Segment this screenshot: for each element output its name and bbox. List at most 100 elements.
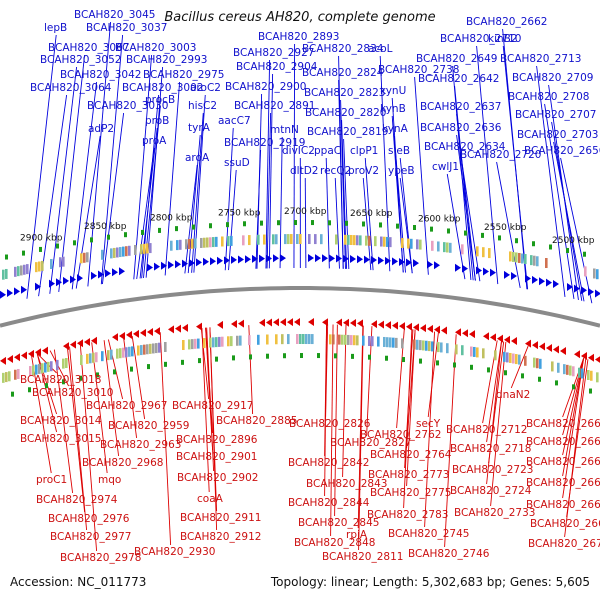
reverse-gene-label-bcah820-2724[interactable]: BCAH820_2724 xyxy=(450,485,532,497)
forward-gene-label-bcah820-2703[interactable]: BCAH820_2703 xyxy=(517,129,598,141)
reverse-gene-label-bcah820-2746[interactable]: BCAH820_2746 xyxy=(408,548,490,560)
reverse-gene-label-bcah820-2917[interactable]: BCAH820_2917 xyxy=(172,400,253,412)
reverse-gene-label-bcah820-2723[interactable]: BCAH820_2723 xyxy=(452,464,533,476)
reverse-gene-label-bcah820-3015[interactable]: BCAH820_3015 xyxy=(20,433,101,445)
reverse-gene-label-bcah820-3010[interactable]: BCAH820_3010 xyxy=(32,387,113,399)
reverse-gene-label-mqo[interactable]: mqo xyxy=(98,474,121,486)
reverse-gene-label-bcah820-2733[interactable]: BCAH820_2733 xyxy=(454,507,535,519)
forward-gene-label-bcah820-2710[interactable]: BCAH820_2710 xyxy=(440,33,521,45)
reverse-gene-label-bcah820-2976[interactable]: BCAH820_2976 xyxy=(48,513,130,525)
reverse-gene-label-bcah820-2902[interactable]: BCAH820_2902 xyxy=(177,472,258,484)
forward-gene-label-cwlj1[interactable]: cwlJ1 xyxy=(432,161,459,173)
reverse-gene-label-bcah820-2671[interactable]: BCAH820_2671 xyxy=(528,538,600,550)
forward-gene-label-bcah820-2707[interactable]: BCAH820_2707 xyxy=(515,109,596,121)
reverse-gene-label-bcah820-2885[interactable]: BCAH820_2885 xyxy=(216,415,297,427)
reverse-gene-label-dnan2[interactable]: dnaN2 xyxy=(496,389,530,401)
forward-gene-label-prob[interactable]: proB xyxy=(145,115,169,127)
forward-gene-label-bcah820-2637[interactable]: BCAH820_2637 xyxy=(420,101,501,113)
reverse-gene-label-bcah820-2669[interactable]: BCAH820_2669 xyxy=(530,518,600,530)
reverse-gene-label-bcah820-2930[interactable]: BCAH820_2930 xyxy=(134,546,215,558)
reverse-gene-label-bcah820-2762[interactable]: BCAH820_2762 xyxy=(360,429,441,441)
forward-gene-label-sleb[interactable]: sleB xyxy=(388,145,410,157)
forward-gene-label-bcah820-2708[interactable]: BCAH820_2708 xyxy=(508,91,589,103)
reverse-gene-label-proc1[interactable]: proC1 xyxy=(36,474,67,486)
reverse-gene-label-bcah820-2848[interactable]: BCAH820_2848 xyxy=(294,537,375,549)
reverse-gene-label-bcah820-2967[interactable]: BCAH820_2967 xyxy=(86,400,167,412)
reverse-gene-label-bcah820-3018[interactable]: BCAH820_3018 xyxy=(20,374,101,386)
forward-gene-label-bcah820-2927[interactable]: BCAH820_2927 xyxy=(233,47,314,59)
forward-gene-label-tyra[interactable]: tyrA xyxy=(188,122,211,134)
reverse-gene-label-bcah820-2843[interactable]: BCAH820_2843 xyxy=(306,478,387,490)
reverse-gene-label-bcah820-2845[interactable]: BCAH820_2845 xyxy=(298,517,379,529)
forward-gene-label-kinb2[interactable]: kinB2 xyxy=(488,33,518,45)
reverse-gene-label-bcah820-2668[interactable]: BCAH820_2668 xyxy=(526,499,600,511)
reverse-gene-label-rpia[interactable]: rpiA xyxy=(346,529,368,541)
reverse-gene-label-bcah820-2912[interactable]: BCAH820_2912 xyxy=(180,531,261,543)
forward-gene-label-bcah820-2636[interactable]: BCAH820_2636 xyxy=(420,122,502,134)
forward-gene-label-bcah820-2662[interactable]: BCAH820_2662 xyxy=(466,16,547,28)
reverse-gene-label-bcah820-2664[interactable]: BCAH820_2664 xyxy=(526,436,600,448)
forward-gene-label-bcah820-2634[interactable]: BCAH820_2634 xyxy=(424,141,506,153)
forward-gene-label-aacc7[interactable]: aacC7 xyxy=(218,115,251,127)
forward-gene-label-ppac[interactable]: ppaC xyxy=(314,145,341,157)
forward-gene-label-bcah820-2709[interactable]: BCAH820_2709 xyxy=(512,72,593,84)
forward-gene-label-proa[interactable]: proA xyxy=(142,135,167,147)
forward-gene-label-bcah820-2820[interactable]: BCAH820_2820 xyxy=(305,107,386,119)
forward-gene-label-bcah820-3037[interactable]: BCAH820_3037 xyxy=(86,22,167,34)
forward-gene-label-bcah820-2919[interactable]: BCAH820_2919 xyxy=(224,137,305,149)
forward-gene-label-bcah820-2656[interactable]: BCAH820_2656 xyxy=(524,145,600,157)
reverse-gene-label-coaa[interactable]: coaA xyxy=(197,493,224,505)
forward-gene-label-bcah820-2834[interactable]: BCAH820_2834 xyxy=(302,43,384,55)
reverse-gene-label-bcah820-2811[interactable]: BCAH820_2811 xyxy=(322,551,403,563)
reverse-gene-label-bcah820-2896[interactable]: BCAH820_2896 xyxy=(176,434,258,446)
forward-gene-label-bcah820-2713[interactable]: BCAH820_2713 xyxy=(500,53,581,65)
forward-gene-label-bcah820-2975[interactable]: BCAH820_2975 xyxy=(143,69,224,81)
forward-gene-label-acol[interactable]: acoL xyxy=(368,43,393,55)
reverse-gene-label-bcah820-2827[interactable]: BCAH820_2827 xyxy=(330,437,411,449)
forward-gene-label-bcah820-3067[interactable]: BCAH820_3067 xyxy=(48,42,129,54)
forward-gene-label-dltd2[interactable]: dltD2 xyxy=(290,165,318,177)
forward-gene-label-ypeb[interactable]: ypeB xyxy=(388,165,415,177)
reverse-gene-label-bcah820-2842[interactable]: BCAH820_2842 xyxy=(288,457,369,469)
forward-gene-label-bcah820-3003[interactable]: BCAH820_3003 xyxy=(115,42,196,54)
forward-gene-label-bcah820-2720[interactable]: BCAH820_2720 xyxy=(460,149,541,161)
forward-gene-label-bcah820-3064[interactable]: BCAH820_3064 xyxy=(30,82,112,94)
reverse-gene-label-bcah820-2974[interactable]: BCAH820_2974 xyxy=(36,494,118,506)
forward-gene-label-bcah820-2649[interactable]: BCAH820_2649 xyxy=(416,53,497,65)
reverse-gene-label-bcah820-2718[interactable]: BCAH820_2718 xyxy=(450,443,531,455)
forward-gene-label-bcah820-3030[interactable]: BCAH820_3030 xyxy=(87,100,168,112)
forward-gene-label-prov2[interactable]: proV2 xyxy=(348,165,379,177)
forward-gene-label-bcah820-2893[interactable]: BCAH820_2893 xyxy=(258,31,339,43)
reverse-gene-label-bcah820-2764[interactable]: BCAH820_2764 xyxy=(370,449,452,461)
reverse-gene-label-bcah820-2745[interactable]: BCAH820_2745 xyxy=(388,528,469,540)
reverse-gene-label-bcah820-2666[interactable]: BCAH820_2666 xyxy=(526,456,600,468)
forward-gene-label-bcah820-2900[interactable]: BCAH820_2900 xyxy=(225,81,306,93)
forward-gene-label-bcah820-3045[interactable]: BCAH820_3045 xyxy=(74,9,155,21)
reverse-gene-label-bcah820-2663[interactable]: BCAH820_2663 xyxy=(526,418,600,430)
forward-gene-label-bcah820-3052[interactable]: BCAH820_3052 xyxy=(40,54,121,66)
forward-gene-label-mtnn[interactable]: mtnN xyxy=(270,124,299,136)
forward-gene-label-kynu[interactable]: kynU xyxy=(380,85,406,97)
forward-gene-label-bcah820-2824[interactable]: BCAH820_2824 xyxy=(302,67,384,79)
forward-gene-label-bcah820-2819[interactable]: BCAH820_2819 xyxy=(307,126,388,138)
reverse-gene-label-bcah820-2667[interactable]: BCAH820_2667 xyxy=(526,477,600,489)
forward-gene-label-bcah820-2891[interactable]: BCAH820_2891 xyxy=(234,100,315,112)
forward-gene-label-bcah820-3002[interactable]: BCAH820_3002 xyxy=(122,82,203,94)
reverse-gene-label-bcah820-2911[interactable]: BCAH820_2911 xyxy=(180,512,261,524)
forward-gene-label-adp2[interactable]: adP2 xyxy=(88,123,114,135)
forward-gene-label-bcah820-2904[interactable]: BCAH820_2904 xyxy=(236,61,318,73)
reverse-gene-label-bcah820-2978[interactable]: BCAH820_2978 xyxy=(60,552,141,564)
forward-gene-label-bcah820-2738[interactable]: BCAH820_2738 xyxy=(378,64,459,76)
reverse-gene-label-bcah820-2826[interactable]: BCAH820_2826 xyxy=(289,418,371,430)
forward-gene-label-kyna[interactable]: kynA xyxy=(382,123,409,135)
forward-gene-label-divic2[interactable]: divIC2 xyxy=(282,145,315,157)
reverse-gene-label-bcah820-2844[interactable]: BCAH820_2844 xyxy=(288,497,370,509)
forward-gene-label-ssud[interactable]: ssuD xyxy=(224,157,250,169)
reverse-gene-label-bcah820-2959[interactable]: BCAH820_2959 xyxy=(108,420,189,432)
reverse-gene-label-bcah820-2901[interactable]: BCAH820_2901 xyxy=(176,451,257,463)
forward-gene-label-procb[interactable]: procB xyxy=(145,94,175,106)
reverse-gene-label-bcah820-2712[interactable]: BCAH820_2712 xyxy=(446,424,527,436)
forward-gene-label-bcah820-2823[interactable]: BCAH820_2823 xyxy=(304,87,385,99)
reverse-gene-label-bcah820-2783[interactable]: BCAH820_2783 xyxy=(367,509,448,521)
forward-gene-label-lepb[interactable]: lepB xyxy=(44,22,67,34)
